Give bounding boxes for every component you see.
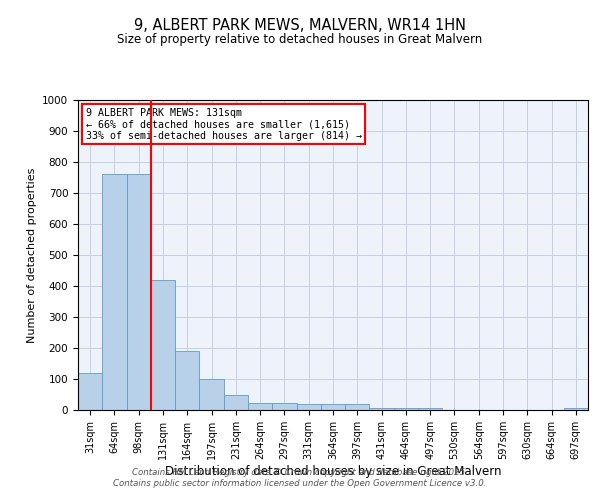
Bar	[248, 403, 272, 410]
Bar	[175, 351, 199, 410]
Bar	[564, 408, 588, 410]
Bar	[78, 373, 102, 410]
Bar	[345, 404, 370, 410]
Bar	[272, 403, 296, 410]
Bar	[418, 408, 442, 410]
Bar	[370, 408, 394, 410]
Bar	[127, 174, 151, 410]
Bar	[224, 395, 248, 410]
Bar	[102, 174, 127, 410]
Bar	[199, 379, 224, 410]
Bar	[151, 280, 175, 410]
Bar	[394, 408, 418, 410]
Text: Contains HM Land Registry data © Crown copyright and database right 2025.
Contai: Contains HM Land Registry data © Crown c…	[113, 468, 487, 487]
Bar	[296, 404, 321, 410]
Text: 9 ALBERT PARK MEWS: 131sqm
← 66% of detached houses are smaller (1,615)
33% of s: 9 ALBERT PARK MEWS: 131sqm ← 66% of deta…	[86, 108, 362, 141]
Bar	[321, 404, 345, 410]
X-axis label: Distribution of detached houses by size in Great Malvern: Distribution of detached houses by size …	[165, 464, 501, 477]
Text: Size of property relative to detached houses in Great Malvern: Size of property relative to detached ho…	[118, 32, 482, 46]
Y-axis label: Number of detached properties: Number of detached properties	[26, 168, 37, 342]
Text: 9, ALBERT PARK MEWS, MALVERN, WR14 1HN: 9, ALBERT PARK MEWS, MALVERN, WR14 1HN	[134, 18, 466, 32]
